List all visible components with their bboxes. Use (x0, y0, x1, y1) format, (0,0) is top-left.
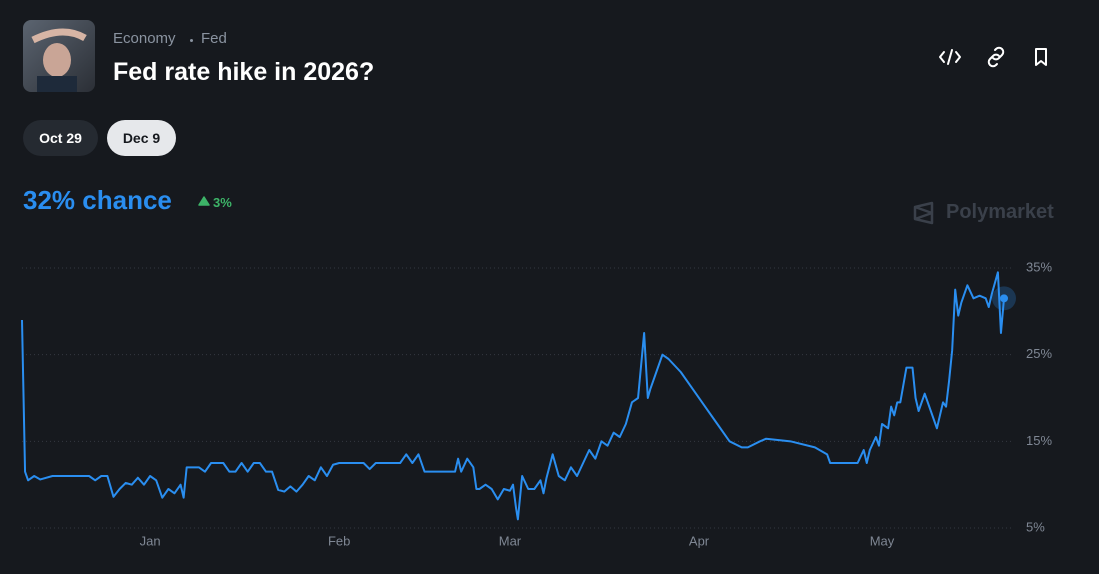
thumbnail (23, 20, 95, 92)
y-tick-label: 5% (1026, 519, 1045, 534)
watermark: Polymarket (946, 201, 1054, 223)
up-arrow (198, 196, 210, 206)
embed-button[interactable] (939, 49, 961, 65)
x-tick-label: Jan (140, 533, 161, 548)
separator (190, 39, 193, 42)
breadcrumb-item[interactable]: Fed (201, 30, 227, 47)
toolbar (939, 46, 1047, 68)
breadcrumb-item[interactable]: Economy (113, 30, 176, 47)
x-tick-label: Apr (689, 533, 710, 548)
date-tab[interactable]: Oct 29 (23, 120, 98, 156)
probability: 32% chance (23, 185, 172, 215)
logo (913, 201, 934, 225)
y-tick-label: 25% (1026, 346, 1052, 361)
bookmark-button[interactable] (1035, 48, 1047, 66)
end-point (1000, 294, 1008, 303)
change: 3% (213, 195, 232, 210)
market-title: Fed rate hike in 2026? (113, 58, 375, 86)
y-tick-label: 15% (1026, 433, 1052, 448)
x-tick-label: May (870, 533, 895, 548)
line (21, 271, 1005, 521)
x-tick-label: Feb (328, 533, 350, 548)
date-tab[interactable]: Dec 9 (107, 120, 176, 156)
y-tick-label: 35% (1026, 259, 1052, 274)
link-button[interactable] (987, 46, 1005, 68)
x-tick-label: Mar (499, 533, 522, 548)
